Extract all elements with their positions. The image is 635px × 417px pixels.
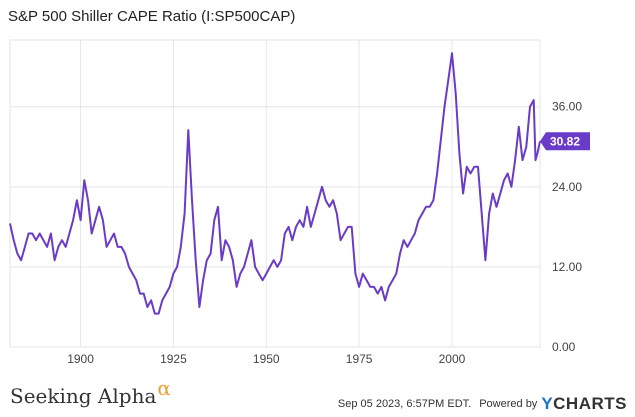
x-tick-label: 2000 bbox=[439, 352, 466, 366]
powered-by-text: Powered by bbox=[479, 398, 538, 410]
ycharts-mark: Y bbox=[541, 394, 554, 413]
seeking-alpha-logo: Seeking Alphaα bbox=[10, 376, 171, 408]
timestamp: Sep 05 2023, 6:57PM EDT. bbox=[337, 398, 472, 410]
last-value-badge-shape bbox=[540, 132, 590, 151]
x-axis-ticks: 1900 1925 1950 1975 2000 bbox=[67, 352, 465, 366]
y-tick-label: 24.00 bbox=[552, 180, 582, 194]
last-value-label: 30.82 bbox=[550, 134, 580, 148]
x-tick-label: 1975 bbox=[346, 352, 373, 366]
plot-frame bbox=[9, 39, 541, 348]
ycharts-text: CHARTS bbox=[553, 394, 627, 413]
last-value-badge: 30.82 bbox=[540, 132, 590, 151]
y-axis-ticks: 0.00 12.00 24.00 36.00 bbox=[552, 100, 582, 354]
x-tick-label: 1950 bbox=[253, 352, 280, 366]
y-tick-label: 36.00 bbox=[552, 100, 582, 114]
y-tick-label: 12.00 bbox=[552, 260, 582, 274]
x-tick-label: 1925 bbox=[160, 352, 187, 366]
y-tick-label: 0.00 bbox=[552, 340, 576, 354]
seeking-alpha-text: Seeking Alpha bbox=[10, 384, 157, 408]
series-line bbox=[9, 52, 541, 315]
alpha-symbol: α bbox=[157, 376, 171, 400]
ycharts-logo[interactable]: YCHARTS bbox=[541, 394, 627, 414]
footer-credit: Sep 05 2023, 6:57PM EDT. Powered by YCHA… bbox=[338, 394, 627, 414]
x-tick-label: 1900 bbox=[67, 352, 94, 366]
chart-title: S&P 500 Shiller CAPE Ratio (I:SP500CAP) bbox=[8, 8, 296, 25]
grid bbox=[9, 39, 541, 348]
